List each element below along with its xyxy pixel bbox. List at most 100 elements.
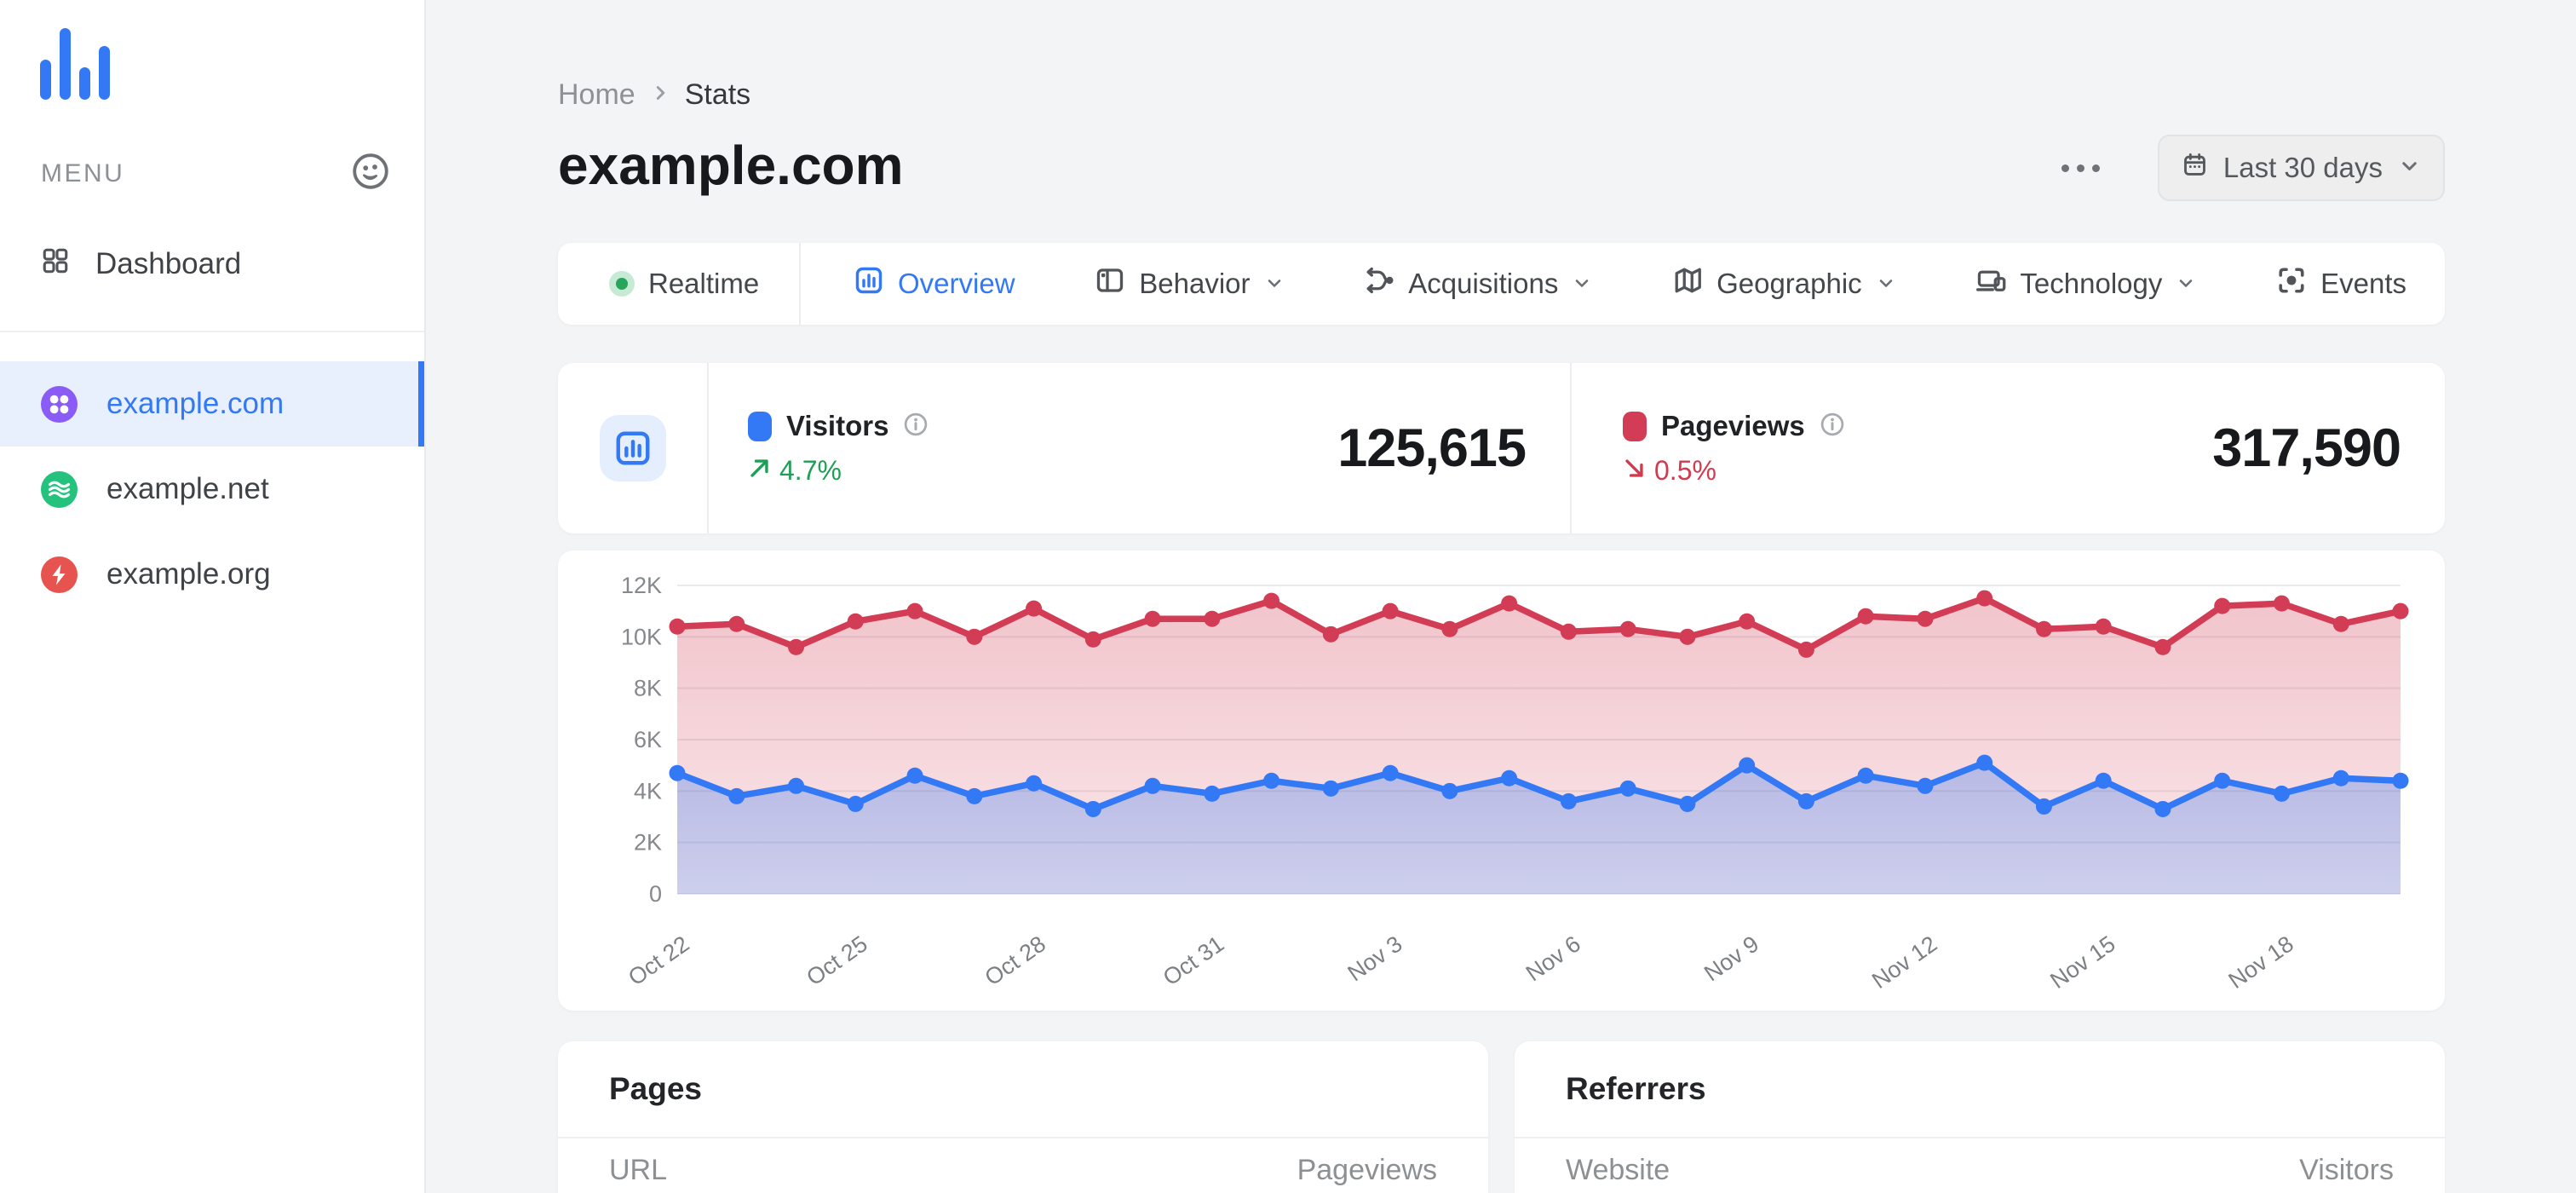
site-label: example.net [106, 472, 269, 505]
svg-text:Oct 22: Oct 22 [624, 931, 693, 990]
tab-events[interactable]: Events [2276, 265, 2406, 303]
tab-label: Technology [2020, 268, 2163, 299]
section-tabbar: Realtime Overview [558, 243, 2445, 325]
trend-value: 0.5% [1654, 455, 1716, 486]
chevron-down-icon [2398, 152, 2421, 184]
tab-label: Acquisitions [1408, 268, 1559, 299]
svg-text:8K: 8K [634, 676, 662, 701]
account-face-icon[interactable] [351, 152, 390, 195]
svg-text:Nov 3: Nov 3 [1343, 931, 1407, 986]
divider [558, 1137, 1488, 1138]
column-header-url: URL [609, 1153, 668, 1186]
panel-title: Referrers [1566, 1071, 1706, 1106]
sidebar-item-example-org[interactable]: example.org [0, 532, 424, 617]
chevron-down-icon [1264, 268, 1285, 300]
sidebar-item-example-com[interactable]: example.com [0, 361, 424, 447]
site-icon-red [41, 556, 78, 593]
realtime-status-dot [609, 271, 635, 297]
branch-icon [1364, 265, 1394, 303]
svg-text:Nov 6: Nov 6 [1521, 931, 1585, 986]
devices-icon [1975, 265, 2006, 303]
visitors-value: 125,615 [1337, 418, 1527, 478]
calendar-icon [2182, 152, 2208, 185]
chevron-down-icon [2176, 268, 2196, 300]
chevron-down-icon [1876, 268, 1896, 300]
main-area: Home Stats example.com [426, 0, 2576, 1193]
svg-text:Oct 28: Oct 28 [980, 931, 1050, 990]
grid-icon [41, 246, 70, 283]
trend-chart-card: 0 2K 4K 6K 8K 10K 12K Oct 22 Oct 25 Oct 28 Oct 31 N… [558, 550, 2445, 1011]
visitors-pageviews-chart[interactable]: 0 2K 4K 6K 8K 10K 12K Oct 22 Oct 25 Oct 28 Oct 31 N… [558, 550, 2445, 1011]
svg-text:Nov 12: Nov 12 [1867, 931, 1941, 994]
more-options-button[interactable] [2053, 156, 2108, 181]
site-label: example.org [106, 557, 271, 591]
svg-text:6K: 6K [634, 727, 662, 752]
svg-text:Oct 31: Oct 31 [1159, 931, 1228, 990]
info-icon[interactable] [903, 412, 929, 441]
trend-up-icon [748, 455, 771, 487]
pageviews-series-marker [1623, 411, 1647, 441]
tab-label: Realtime [648, 268, 760, 299]
focus-target-icon [2276, 265, 2307, 303]
app-logo-icon [40, 28, 112, 104]
date-range-label: Last 30 days [2222, 152, 2383, 183]
sidebar-item-example-net[interactable]: example.net [0, 447, 424, 532]
svg-text:Nov 9: Nov 9 [1699, 931, 1763, 986]
tab-behavior[interactable]: Behavior [1095, 265, 1284, 303]
trend-down-icon [1623, 455, 1646, 487]
breadcrumb-current: Stats [684, 78, 751, 111]
map-icon [1672, 265, 1703, 303]
column-header-pageviews: Pageviews [1297, 1153, 1437, 1186]
site-list: example.com example.net example.org [0, 361, 424, 617]
pageviews-value: 317,590 [2212, 418, 2401, 478]
svg-text:Nov 15: Nov 15 [2045, 931, 2119, 994]
chart-badge-icon [599, 415, 666, 481]
svg-text:10K: 10K [621, 624, 662, 649]
tab-label: Geographic [1716, 268, 1862, 299]
tab-label: Behavior [1139, 268, 1251, 299]
tabbar-divider [799, 243, 801, 325]
site-icon-purple [41, 385, 78, 423]
breadcrumb: Home Stats [558, 78, 2445, 112]
bar-chart-icon [854, 265, 884, 303]
pages-column-headers: URL Pageviews [609, 1138, 1437, 1193]
tab-geographic[interactable]: Geographic [1672, 265, 1896, 303]
stats-icon-cell [558, 363, 707, 533]
page-title: example.com [558, 135, 904, 196]
pageviews-trend: 0.5% [1623, 455, 1845, 487]
tab-label: Events [2320, 268, 2406, 299]
svg-text:Nov 18: Nov 18 [2224, 931, 2298, 994]
column-header-website: Website [1566, 1153, 1670, 1186]
tab-technology[interactable]: Technology [1975, 265, 2196, 303]
date-range-button[interactable]: Last 30 days [2157, 135, 2445, 201]
tab-acquisitions[interactable]: Acquisitions [1364, 265, 1592, 303]
chevron-down-icon [1572, 268, 1592, 300]
tab-group: Overview Behavior [801, 265, 2445, 303]
sidebar-item-dashboard[interactable]: Dashboard [0, 239, 424, 290]
column-header-visitors: Visitors [2299, 1153, 2394, 1186]
tab-realtime[interactable]: Realtime [558, 268, 799, 300]
info-icon[interactable] [1820, 412, 1845, 441]
visitors-series-marker [748, 411, 772, 441]
stats-summary-card: Visitors [558, 363, 2445, 533]
referrers-panel: Referrers Website Visitors [1515, 1041, 2445, 1193]
visitors-trend: 4.7% [748, 455, 929, 487]
sidebar: MENU Dashboard [0, 0, 426, 1193]
stat-visitors: Visitors [709, 363, 1570, 533]
divider [1570, 363, 1572, 533]
pages-panel: Pages URL Pageviews [558, 1041, 1488, 1193]
breadcrumb-home-link[interactable]: Home [558, 78, 635, 111]
tab-overview[interactable]: Overview [854, 265, 1015, 303]
menu-label: MENU [41, 158, 125, 187]
svg-text:4K: 4K [634, 778, 662, 804]
trend-value: 4.7% [779, 455, 842, 486]
divider [1515, 1137, 2445, 1138]
svg-text:12K: 12K [621, 573, 662, 598]
svg-text:2K: 2K [634, 830, 662, 856]
bottom-panels: Pages URL Pageviews Referrers Website Vi… [558, 1041, 2445, 1193]
svg-text:0: 0 [649, 881, 662, 907]
divider [707, 363, 709, 533]
svg-text:Oct 25: Oct 25 [802, 931, 871, 990]
stat-pageviews: Pageviews [1572, 363, 2445, 533]
